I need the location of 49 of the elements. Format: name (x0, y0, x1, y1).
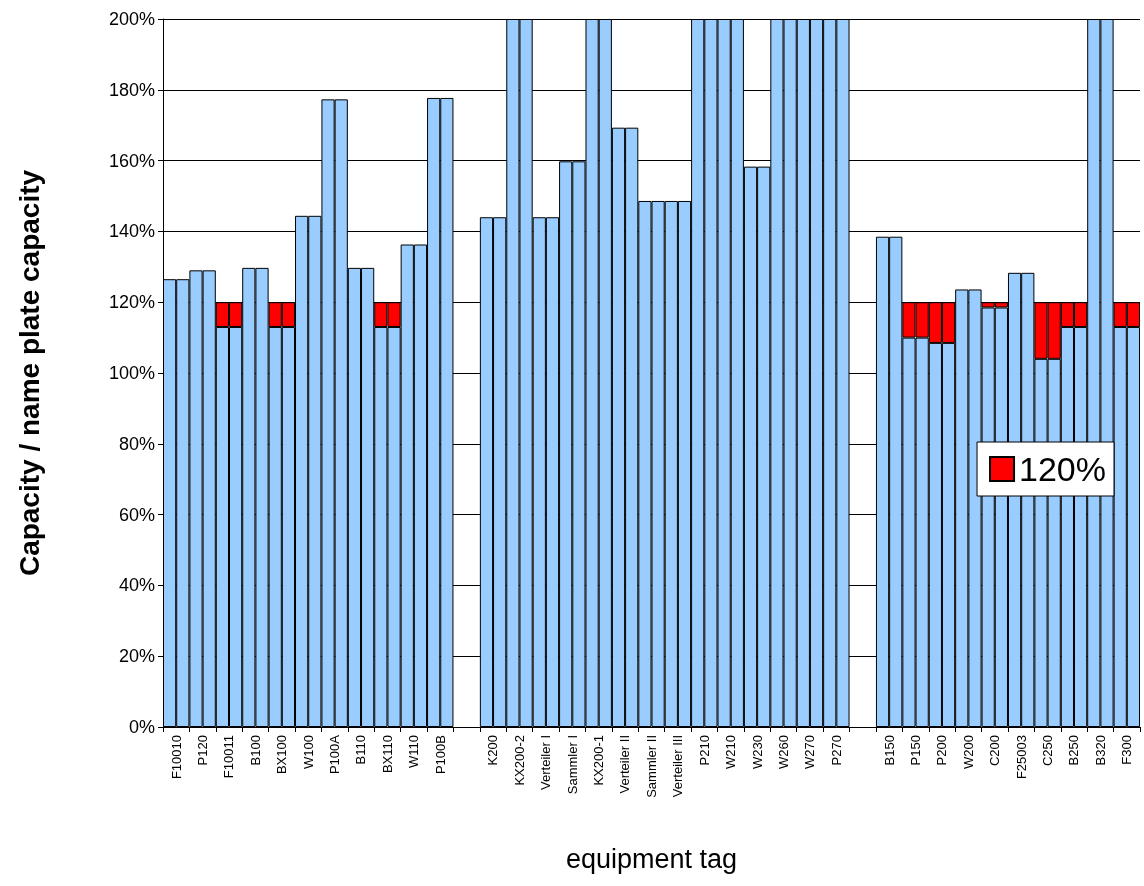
y-tick-label: 140% (108, 221, 155, 242)
x-axis-title: equipment tag (565, 843, 738, 874)
y-tick-label: 0% (128, 717, 155, 737)
x-tick-label: F10010 (168, 735, 184, 780)
x-tick-label: P150 (907, 735, 923, 766)
x-tick-label: Verteiler II (617, 735, 633, 794)
y-tick-label: 200% (108, 9, 155, 29)
x-tick-label: B320 (1092, 735, 1108, 766)
x-tick-label: KX200-2 (511, 735, 527, 786)
x-tick-label: W100 (300, 735, 316, 769)
y-tick-label: 40% (118, 575, 155, 596)
x-tick-label: P200 (934, 735, 950, 766)
x-tick-label: P210 (696, 735, 712, 766)
y-tick-label: 160% (108, 150, 155, 171)
y-tick-label: 120% (108, 292, 155, 313)
x-tick-label: B150 (881, 735, 897, 766)
x-tick-label: W260 (775, 735, 791, 769)
x-tick-label: C200 (987, 735, 1003, 767)
x-tick-label: P270 (828, 735, 844, 766)
x-tick-label: C250 (1039, 735, 1055, 767)
y-tick-label: 180% (108, 79, 155, 100)
x-tick-label: P100A (327, 734, 343, 775)
y-tick-label: 80% (118, 433, 155, 454)
x-tick-label: KX200-1 (591, 735, 607, 786)
x-tick-label: P120 (195, 735, 211, 766)
x-tick-label: B100 (247, 735, 263, 766)
x-tick-label: B110 (353, 735, 369, 765)
x-tick-label: Sammler I (564, 735, 580, 795)
x-tick-label: BX110 (379, 735, 395, 774)
x-tick-label: Verteiler I (538, 735, 554, 790)
x-tick-label: K200 (485, 735, 501, 766)
x-tick-label: P100B (432, 735, 448, 775)
x-tick-label: BX100 (274, 735, 290, 775)
x-tick-label: F25003 (1013, 735, 1029, 780)
x-tick-label: W110 (406, 735, 422, 768)
x-tick-label: Verteiler III (670, 735, 686, 798)
x-tick-label: W270 (802, 735, 818, 769)
y-axis-title: Capacity / name plate capacity (13, 169, 45, 577)
x-tick-label: W210 (723, 735, 739, 769)
y-tick-label: 60% (118, 504, 155, 525)
y-tick-label: 100% (108, 363, 155, 383)
x-tick-label: B250 (1066, 735, 1082, 766)
x-tick-label: F10011 (221, 735, 237, 779)
x-tick-label: Sammler II (643, 735, 659, 798)
x-tick-label: F300 (1119, 735, 1135, 765)
x-tick-label: W200 (960, 735, 976, 769)
legend-label: 120% (1019, 450, 1107, 488)
x-tick-label: W230 (749, 735, 765, 769)
y-tick-label: 20% (118, 646, 155, 667)
